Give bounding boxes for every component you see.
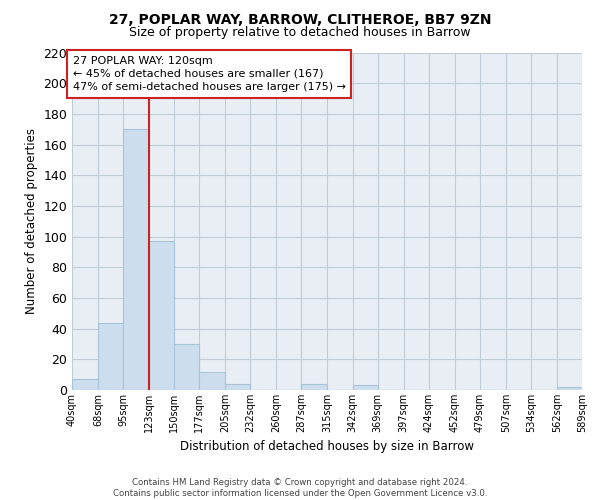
Text: Contains HM Land Registry data © Crown copyright and database right 2024.
Contai: Contains HM Land Registry data © Crown c… xyxy=(113,478,487,498)
Bar xyxy=(225,384,250,390)
Bar xyxy=(123,129,149,390)
Text: 27, POPLAR WAY, BARROW, CLITHEROE, BB7 9ZN: 27, POPLAR WAY, BARROW, CLITHEROE, BB7 9… xyxy=(109,12,491,26)
Bar xyxy=(174,344,199,390)
Bar xyxy=(98,322,123,390)
X-axis label: Distribution of detached houses by size in Barrow: Distribution of detached houses by size … xyxy=(180,440,474,454)
Bar xyxy=(149,241,174,390)
Bar xyxy=(301,384,328,390)
Bar xyxy=(199,372,225,390)
Bar xyxy=(353,386,377,390)
Bar xyxy=(72,380,98,390)
Bar xyxy=(557,387,582,390)
Y-axis label: Number of detached properties: Number of detached properties xyxy=(25,128,38,314)
Text: 27 POPLAR WAY: 120sqm
← 45% of detached houses are smaller (167)
47% of semi-det: 27 POPLAR WAY: 120sqm ← 45% of detached … xyxy=(73,56,346,92)
Text: Size of property relative to detached houses in Barrow: Size of property relative to detached ho… xyxy=(129,26,471,39)
